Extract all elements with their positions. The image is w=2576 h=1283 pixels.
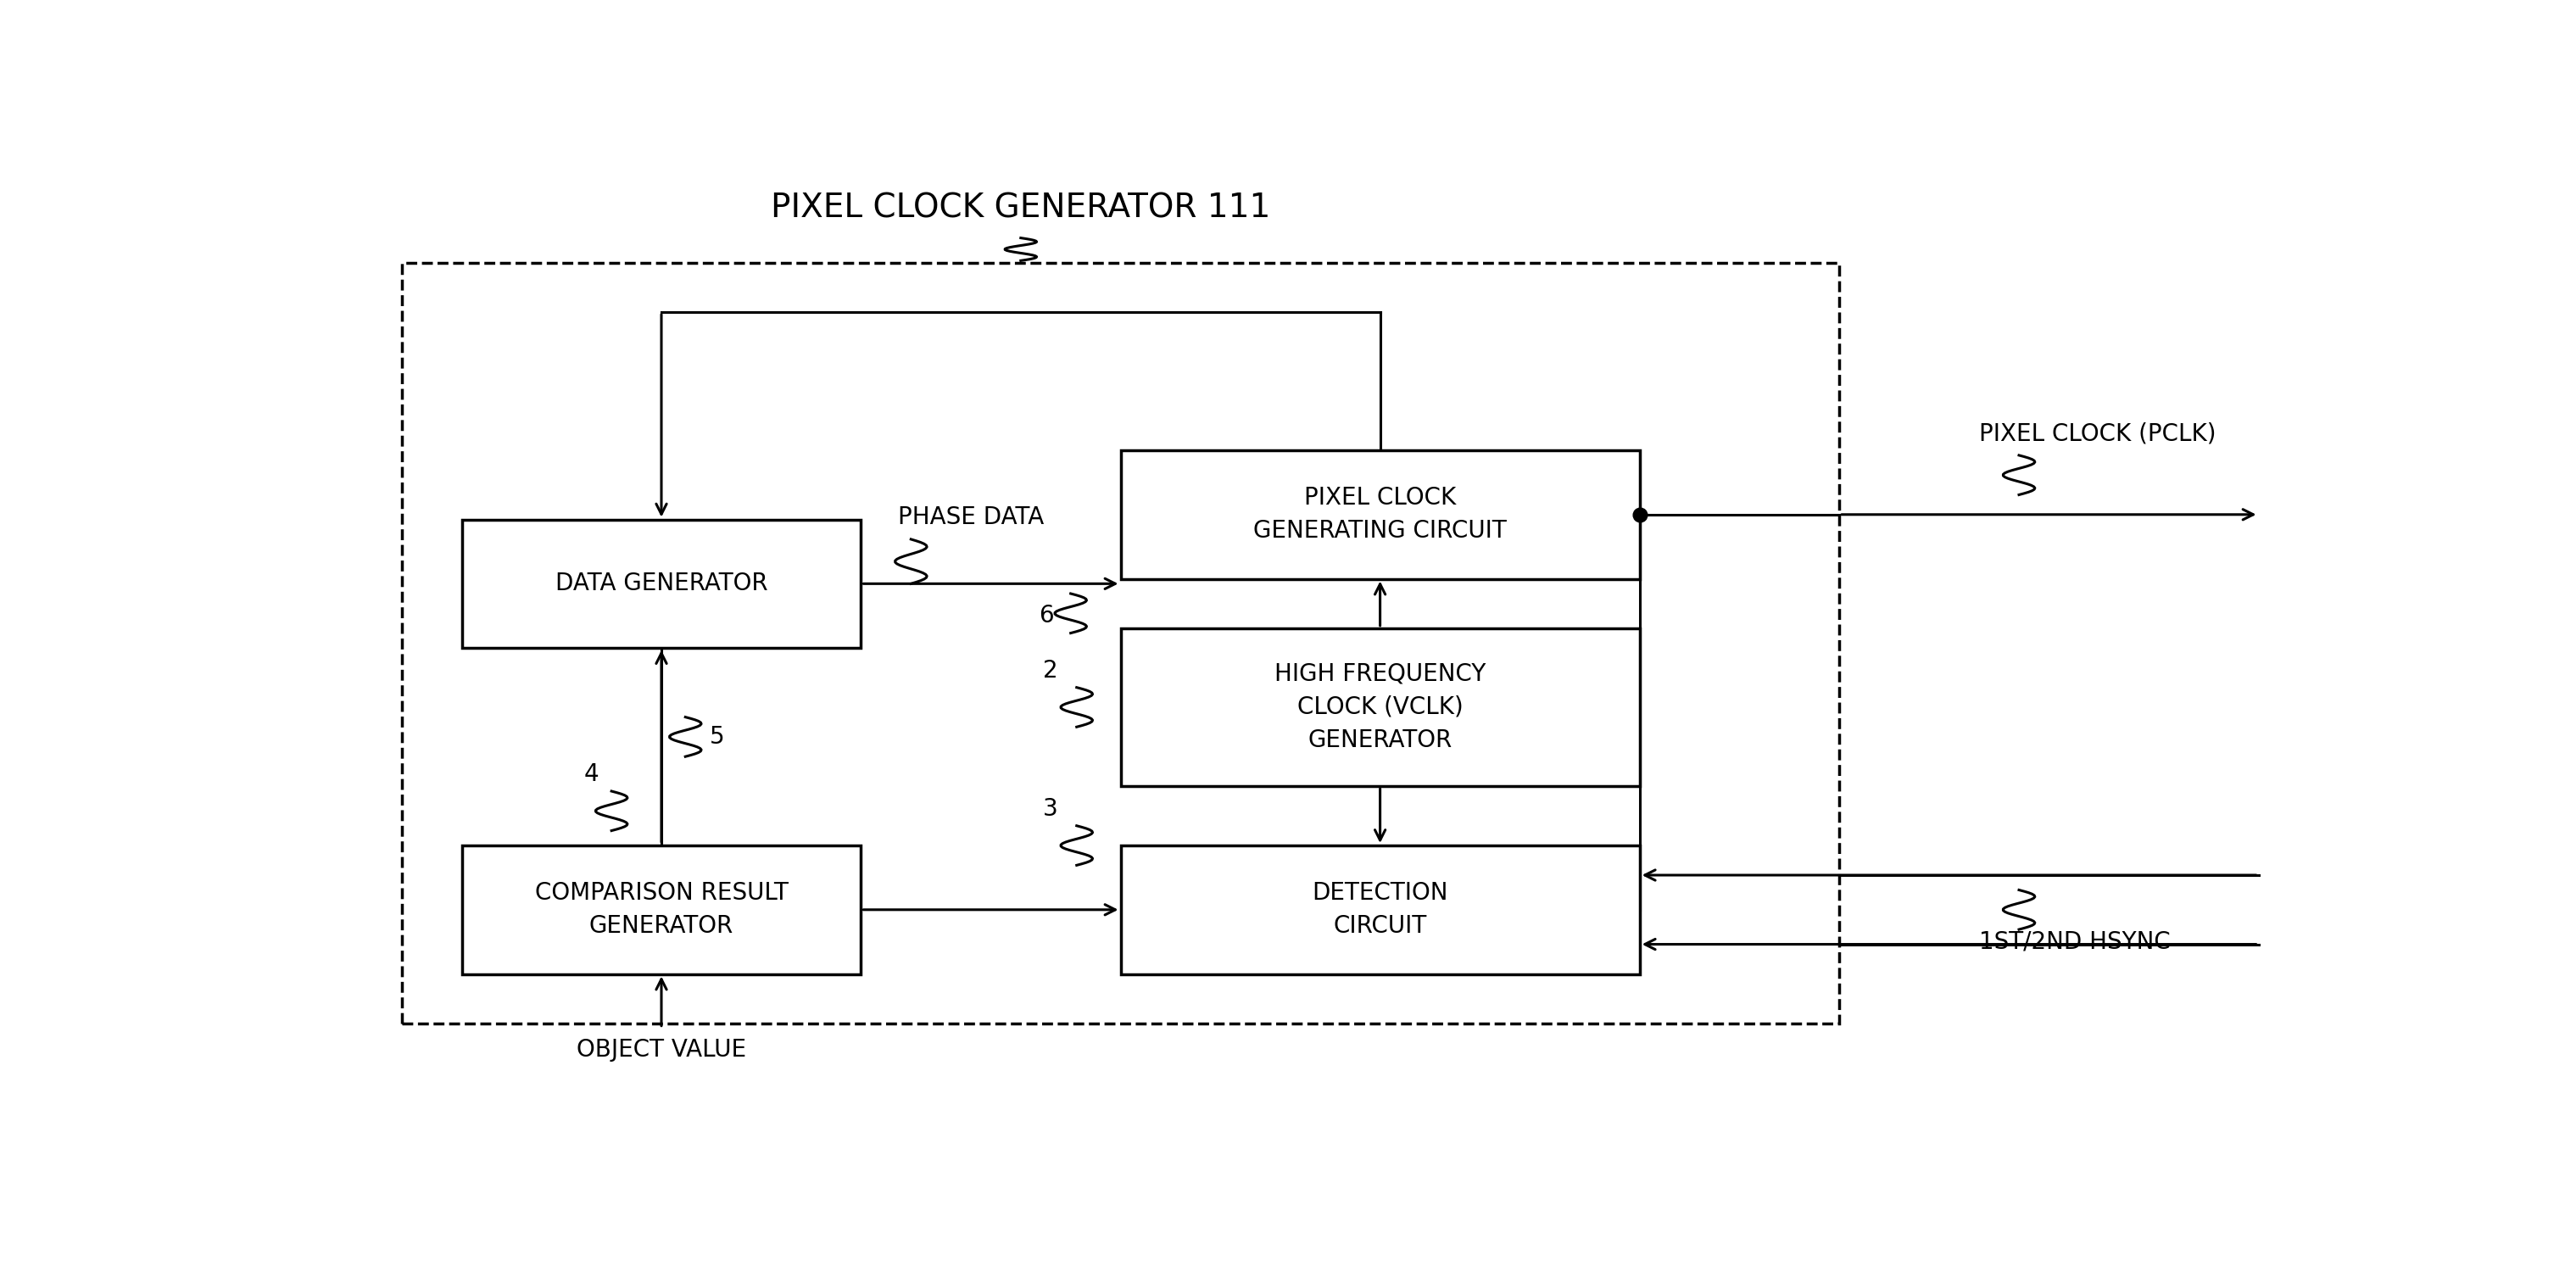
Text: 3: 3 bbox=[1043, 797, 1059, 821]
Text: 4: 4 bbox=[585, 762, 600, 786]
Text: DATA GENERATOR: DATA GENERATOR bbox=[556, 572, 768, 595]
Text: 6: 6 bbox=[1038, 603, 1054, 627]
Bar bbox=[461, 520, 860, 648]
Text: OBJECT VALUE: OBJECT VALUE bbox=[577, 1038, 747, 1062]
Text: PHASE DATA: PHASE DATA bbox=[899, 506, 1043, 530]
Text: PIXEL CLOCK GENERATOR 111: PIXEL CLOCK GENERATOR 111 bbox=[770, 192, 1270, 225]
Bar bbox=[461, 845, 860, 974]
Bar bbox=[1121, 845, 1641, 974]
Bar bbox=[1121, 629, 1641, 786]
Text: PIXEL CLOCK (PCLK): PIXEL CLOCK (PCLK) bbox=[1978, 422, 2215, 445]
Text: PIXEL CLOCK
GENERATING CIRCUIT: PIXEL CLOCK GENERATING CIRCUIT bbox=[1255, 486, 1507, 543]
Bar bbox=[1121, 450, 1641, 579]
Text: COMPARISON RESULT
GENERATOR: COMPARISON RESULT GENERATOR bbox=[536, 881, 788, 938]
Text: 5: 5 bbox=[708, 725, 724, 749]
Text: DETECTION
CIRCUIT: DETECTION CIRCUIT bbox=[1311, 881, 1448, 938]
Text: 1ST/2ND HSYNC: 1ST/2ND HSYNC bbox=[1978, 929, 2172, 953]
Text: 2: 2 bbox=[1043, 658, 1059, 683]
Text: HIGH FREQUENCY
CLOCK (VCLK)
GENERATOR: HIGH FREQUENCY CLOCK (VCLK) GENERATOR bbox=[1275, 662, 1486, 752]
Bar bbox=[402, 263, 1839, 1024]
